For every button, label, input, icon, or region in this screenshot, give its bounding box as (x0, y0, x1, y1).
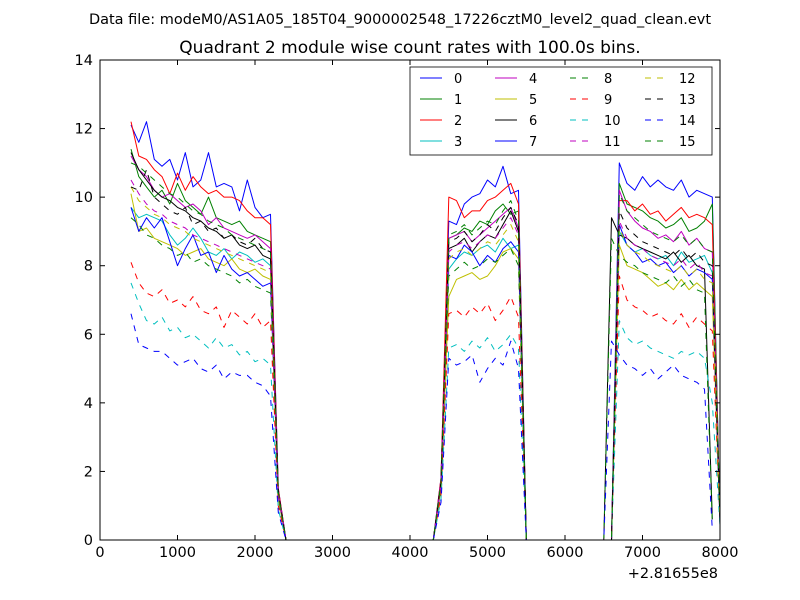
series-line-5 (130, 193, 721, 541)
x-tick-label: 1000 (159, 545, 196, 561)
y-tick-label: 4 (84, 396, 93, 412)
y-tick-label: 14 (75, 53, 93, 69)
legend-label-11: 11 (604, 135, 621, 150)
series-line-1 (130, 148, 721, 541)
y-tick-label: 8 (84, 259, 93, 275)
legend-label-7: 7 (529, 135, 537, 150)
x-tick-label: 7000 (624, 545, 661, 561)
legend-label-14: 14 (679, 114, 696, 129)
x-tick-label: 8000 (702, 545, 739, 561)
legend-label-2: 2 (454, 114, 462, 129)
legend-box (409, 66, 713, 156)
x-tick-label: 6000 (547, 545, 584, 561)
series-line-12 (130, 186, 721, 541)
series-line-2 (130, 121, 721, 541)
legend-label-3: 3 (454, 135, 462, 150)
x-tick-label: 0 (95, 545, 104, 561)
x-axis: 0 1000 2000 3000 4000 5000 6000 7000 8000 (95, 60, 738, 561)
legend-label-1: 1 (454, 93, 462, 108)
legend-label-15: 15 (679, 135, 696, 150)
series-line-3 (130, 207, 721, 541)
plot-lines (130, 121, 721, 541)
series-line-14 (130, 313, 713, 541)
x-tick-label: 5000 (469, 545, 506, 561)
legend-label-6: 6 (529, 114, 537, 129)
legend-label-8: 8 (604, 72, 612, 87)
series-line-13 (130, 169, 721, 541)
legend-label-4: 4 (529, 72, 537, 87)
x-tick-label: 4000 (392, 545, 429, 561)
y-tick-label: 10 (75, 190, 93, 206)
series-line-10 (130, 282, 721, 541)
legend-label-10: 10 (604, 114, 621, 129)
y-tick-label: 2 (84, 464, 93, 480)
x-tick-label: 3000 (314, 545, 351, 561)
series-line-8 (130, 217, 713, 541)
series-line-15 (130, 162, 721, 541)
legend-label-13: 13 (679, 93, 696, 108)
suptitle: Data file: modeM0/AS1A05_185T04_90000025… (89, 12, 711, 28)
legend-label-0: 0 (454, 72, 462, 87)
x-tick-label: 2000 (237, 545, 274, 561)
chart-title: Quadrant 2 module wise count rates with … (179, 38, 640, 58)
y-tick-label: 6 (84, 327, 93, 343)
legend-label-5: 5 (529, 93, 537, 108)
legend-label-9: 9 (604, 93, 612, 108)
y-tick-label: 0 (84, 533, 93, 549)
legend-label-12: 12 (679, 72, 696, 87)
x-offset-label: +2.81655e8 (628, 566, 718, 582)
y-tick-label: 12 (75, 122, 93, 138)
series-line-6 (130, 152, 713, 541)
series-line-0 (130, 121, 721, 541)
series-line-9 (130, 262, 721, 541)
series-line-7 (130, 207, 721, 541)
series-line-4 (130, 155, 721, 541)
